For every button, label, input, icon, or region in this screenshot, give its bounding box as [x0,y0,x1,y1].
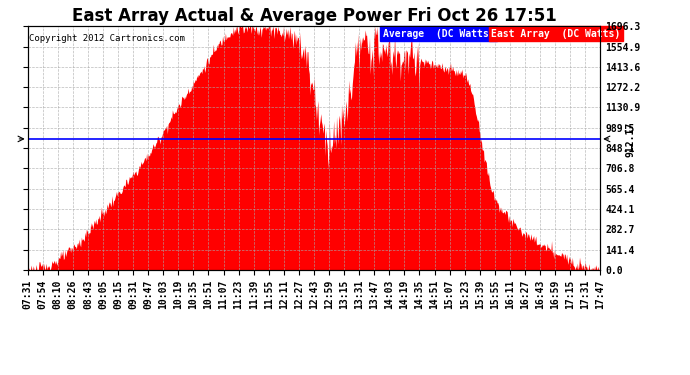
Text: Average  (DC Watts): Average (DC Watts) [383,29,494,39]
Title: East Array Actual & Average Power Fri Oct 26 17:51: East Array Actual & Average Power Fri Oc… [72,7,556,25]
Text: Copyright 2012 Cartronics.com: Copyright 2012 Cartronics.com [29,34,185,43]
Text: East Array  (DC Watts): East Array (DC Watts) [491,29,621,39]
Text: 912.17: 912.17 [626,121,636,156]
Text: 912.17: 912.17 [0,121,2,156]
